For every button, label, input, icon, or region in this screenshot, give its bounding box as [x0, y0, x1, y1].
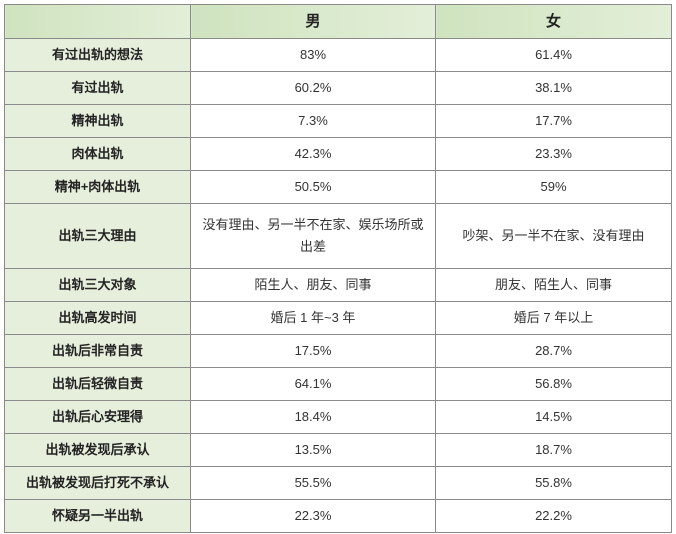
comparison-table: 男 女 有过出轨的想法 83% 61.4% 有过出轨 60.2% 38.1% 精神出轨 7.3…: [4, 4, 672, 533]
male-value: 婚后 1 年~3 年: [190, 301, 436, 335]
female-value: 61.4%: [435, 38, 672, 72]
table-row: 出轨三大理由 没有理由、另一半不在家、娱乐场所或出差 吵架、另一半不在家、没有理由: [4, 203, 672, 269]
table-row: 出轨被发现后打死不承认 55.5% 55.8%: [4, 466, 672, 500]
table-row: 出轨被发现后承认 13.5% 18.7%: [4, 433, 672, 467]
row-label: 出轨被发现后打死不承认: [4, 466, 191, 500]
table-row: 出轨后心安理得 18.4% 14.5%: [4, 400, 672, 434]
table-row: 出轨高发时间 婚后 1 年~3 年婚后 7 年以上: [4, 301, 672, 335]
row-label: 出轨三大理由: [4, 203, 191, 269]
male-value: 55.5%: [190, 466, 436, 500]
row-label: 怀疑另一半出轨: [4, 499, 191, 533]
row-label: 出轨后非常自责: [4, 334, 191, 368]
table-row: 有过出轨的想法 83% 61.4%: [4, 38, 672, 72]
male-value: 83%: [190, 38, 436, 72]
male-value: 13.5%: [190, 433, 436, 467]
female-value: 56.8%: [435, 367, 672, 401]
female-value: 18.7%: [435, 433, 672, 467]
male-value: 17.5%: [190, 334, 436, 368]
table-row: 出轨后非常自责 17.5% 28.7%: [4, 334, 672, 368]
row-label: 出轨三大对象: [4, 268, 191, 302]
female-value: 22.2%: [435, 499, 672, 533]
male-value: 没有理由、另一半不在家、娱乐场所或出差: [190, 203, 436, 269]
female-value: 17.7%: [435, 104, 672, 138]
header-female: 女: [435, 4, 672, 39]
female-value: 55.8%: [435, 466, 672, 500]
female-value: 14.5%: [435, 400, 672, 434]
male-value: 陌生人、朋友、同事: [190, 268, 436, 302]
table-row: 精神出轨 7.3% 17.7%: [4, 104, 672, 138]
male-value: 60.2%: [190, 71, 436, 105]
row-label: 有过出轨的想法: [4, 38, 191, 72]
row-label: 肉体出轨: [4, 137, 191, 171]
header-empty: [4, 4, 191, 39]
male-value: 42.3%: [190, 137, 436, 171]
table-row: 出轨后轻微自责 64.1% 56.8%: [4, 367, 672, 401]
female-value: 28.7%: [435, 334, 672, 368]
header-row: 男 女: [4, 4, 672, 39]
female-value: 59%: [435, 170, 672, 204]
row-label: 出轨后心安理得: [4, 400, 191, 434]
male-value: 7.3%: [190, 104, 436, 138]
female-value: 婚后 7 年以上: [435, 301, 672, 335]
row-label: 精神出轨: [4, 104, 191, 138]
row-label: 有过出轨: [4, 71, 191, 105]
header-male: 男: [190, 4, 436, 39]
table-row: 肉体出轨 42.3% 23.3%: [4, 137, 672, 171]
row-label: 出轨后轻微自责: [4, 367, 191, 401]
row-label: 精神+肉体出轨: [4, 170, 191, 204]
table-row: 精神+肉体出轨 50.5% 59%: [4, 170, 672, 204]
table-row: 出轨三大对象 陌生人、朋友、同事 朋友、陌生人、同事: [4, 268, 672, 302]
male-value: 64.1%: [190, 367, 436, 401]
male-value: 18.4%: [190, 400, 436, 434]
male-value: 50.5%: [190, 170, 436, 204]
female-value: 朋友、陌生人、同事: [435, 268, 672, 302]
male-value: 22.3%: [190, 499, 436, 533]
female-value: 23.3%: [435, 137, 672, 171]
row-label: 出轨高发时间: [4, 301, 191, 335]
row-label: 出轨被发现后承认: [4, 433, 191, 467]
table-row: 怀疑另一半出轨 22.3% 22.2%: [4, 499, 672, 533]
table-row: 有过出轨 60.2% 38.1%: [4, 71, 672, 105]
female-value: 38.1%: [435, 71, 672, 105]
female-value: 吵架、另一半不在家、没有理由: [435, 203, 672, 269]
